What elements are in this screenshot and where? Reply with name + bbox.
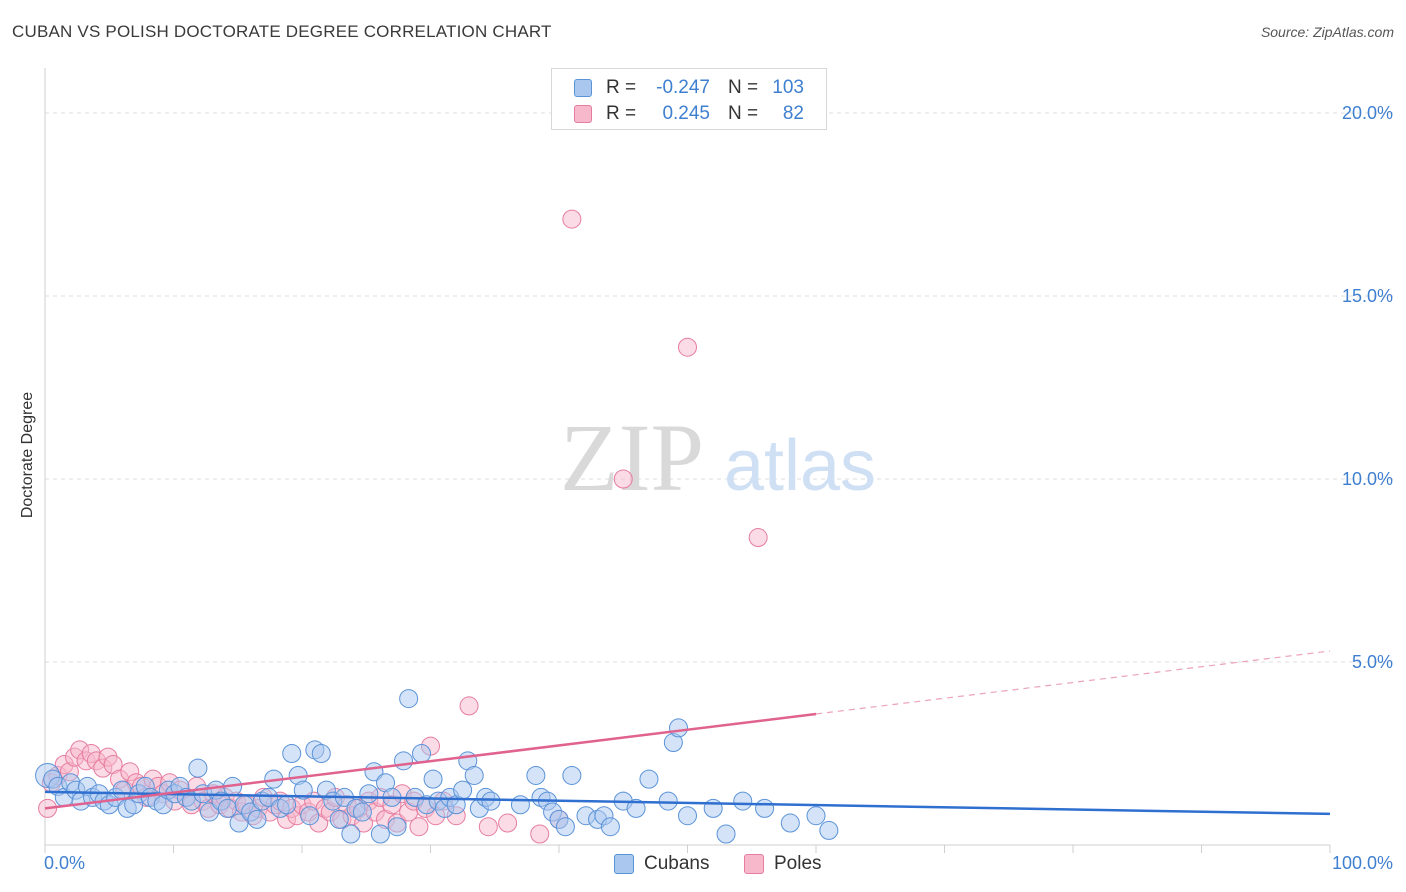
cubans-point: [453, 780, 473, 800]
axes: [44, 68, 1331, 853]
r-value: 0.245: [662, 103, 710, 124]
cubans-point: [806, 806, 826, 826]
cubans-point: [387, 817, 407, 837]
poles-point: [478, 817, 498, 837]
cubans-point: [510, 795, 530, 815]
cubans-point: [819, 820, 839, 840]
cubans-point: [188, 758, 208, 778]
cubans-point: [755, 798, 775, 818]
poles-points: [38, 209, 768, 844]
cubans-point: [481, 791, 501, 811]
legend-row-poles: R = 0.245 N = 82: [574, 101, 804, 127]
y-tick-label: 10.0%: [1342, 469, 1393, 489]
legend-item-poles[interactable]: Poles: [744, 853, 822, 875]
poles-swatch: [744, 854, 764, 874]
cubans-point: [464, 765, 484, 785]
poles-point: [409, 817, 429, 837]
poles-point: [498, 813, 518, 833]
cubans-trend-line: [44, 790, 1331, 816]
poles-point: [459, 696, 479, 716]
cubans-point: [217, 798, 237, 818]
cubans-swatch: [614, 854, 634, 874]
cubans-point: [716, 824, 736, 844]
cubans-point: [626, 798, 646, 818]
series-legend: Cubans Poles: [0, 853, 1406, 877]
cubans-point: [247, 809, 267, 829]
cubans-point: [526, 765, 546, 785]
poles-swatch: [574, 105, 592, 123]
cubans-point: [341, 824, 361, 844]
r-label: R =: [606, 77, 637, 98]
y-tick-labels: 5.0% 10.0% 15.0% 20.0% 0.0% 100.0%: [44, 103, 1393, 873]
cubans-point: [639, 769, 659, 789]
cubans-point: [259, 787, 279, 807]
grid-lines: [45, 112, 1395, 663]
cubans-point: [412, 743, 432, 763]
poles-point: [530, 824, 550, 844]
poles-point: [748, 528, 768, 548]
cubans-point: [600, 817, 620, 837]
poles-point: [562, 209, 582, 229]
cubans-point: [555, 817, 575, 837]
cubans-point: [678, 806, 697, 826]
legend-item-cubans[interactable]: Cubans: [614, 853, 710, 875]
cubans-point: [669, 718, 689, 738]
legend-label-poles: Poles: [774, 853, 822, 874]
cubans-point: [423, 769, 443, 789]
x-tick-label: 0.0%: [44, 853, 85, 873]
trend-lines: [44, 650, 1331, 816]
n-label: N =: [728, 77, 759, 98]
legend-row-cubans: R = -0.247 N = 103: [574, 75, 804, 101]
y-tick-label: 15.0%: [1342, 286, 1393, 306]
correlation-legend: R = -0.247 N = 103 R = 0.245 N = 82: [551, 68, 827, 130]
legend-label-cubans: Cubans: [644, 853, 710, 874]
y-tick-label: 5.0%: [1352, 652, 1393, 672]
chart-title: CUBAN VS POLISH DOCTORATE DEGREE CORRELA…: [12, 22, 552, 41]
y-tick-label: 20.0%: [1342, 103, 1393, 123]
cubans-swatch: [574, 79, 592, 97]
cubans-point: [311, 743, 331, 763]
cubans-point: [282, 743, 302, 763]
cubans-point: [359, 784, 379, 804]
cubans-point: [394, 751, 414, 771]
cubans-point: [293, 780, 313, 800]
cubans-point: [329, 809, 349, 829]
n-label: N =: [728, 103, 759, 124]
r-value: -0.247: [656, 77, 710, 98]
cubans-point: [780, 813, 800, 833]
poles-trend-line: [44, 712, 817, 810]
watermark: ZIP atlas: [560, 404, 876, 511]
y-axis-title: Doctorate Degree: [19, 391, 36, 519]
poles-trend-extension: [815, 650, 1331, 715]
watermark-atlas: atlas: [724, 426, 876, 506]
cubans-point: [658, 791, 678, 811]
cubans-point: [199, 802, 219, 822]
cubans-point: [112, 780, 132, 800]
watermark-zip: ZIP: [560, 404, 704, 511]
cubans-point: [733, 791, 753, 811]
cubans-point: [370, 824, 390, 844]
r-label: R =: [606, 103, 637, 124]
x-tick-label: 100.0%: [1332, 853, 1393, 873]
cubans-point: [300, 806, 320, 826]
cubans-point: [229, 813, 249, 833]
cubans-point: [277, 795, 297, 815]
n-value: 103: [772, 77, 804, 98]
source-label: Source: ZipAtlas.com: [1260, 24, 1394, 40]
n-value: 82: [782, 103, 804, 124]
poles-point: [613, 469, 633, 489]
cubans-point: [562, 765, 582, 785]
poles-point: [678, 337, 697, 357]
cubans-point: [399, 689, 419, 709]
cubans-point: [352, 802, 372, 822]
